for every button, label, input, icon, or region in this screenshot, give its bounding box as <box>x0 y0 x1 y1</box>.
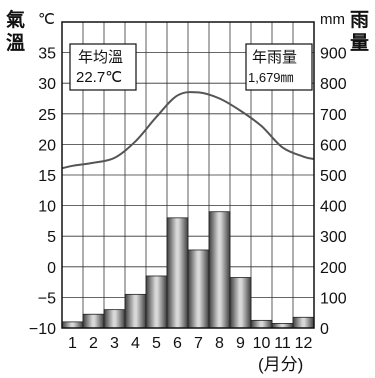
rain-tick-labels: 900 800 700 600 500 400 300 200 100 0 <box>320 46 347 338</box>
month-tick-label: 2 <box>89 335 98 352</box>
annual-rain-title: 年雨量 <box>252 48 297 66</box>
rainfall-bar <box>145 275 168 329</box>
month-tick-label: 8 <box>215 335 224 352</box>
x-unit-label: (月分) <box>258 355 303 374</box>
rainfall-bar <box>229 277 252 329</box>
temp-tick-labels: 35 30 25 20 15 10 5 0 −5 −10 <box>29 46 56 338</box>
month-tick-labels: 1 2 3 4 5 6 7 8 9 10 11 12 <box>68 335 312 352</box>
annual-rain-value: 1,679㎜ <box>248 70 294 85</box>
rain-axis-title-char-2: 量 <box>350 32 369 54</box>
temp-tick-label: 20 <box>38 137 56 154</box>
temperature-line-group <box>61 91 315 170</box>
month-tick-label: 4 <box>131 335 140 352</box>
rain-unit-label: mm <box>320 11 345 28</box>
rain-tick-label: 600 <box>320 137 347 154</box>
rain-tick-label: 0 <box>320 321 329 338</box>
annual-rain-box: 年雨量 1,679㎜ <box>245 43 313 91</box>
annual-temp-value: 22.7℃ <box>76 69 122 86</box>
temp-tick-label: 10 <box>38 199 56 216</box>
temp-tick-label: 25 <box>38 107 56 124</box>
temp-tick-label: −5 <box>38 290 56 307</box>
temp-tick-label: 15 <box>38 168 56 185</box>
rainfall-bars <box>61 211 315 329</box>
temp-tick-label: 0 <box>47 260 56 277</box>
temp-axis-title-char-1: 氣 <box>6 8 25 31</box>
month-tick-label: 9 <box>236 335 245 352</box>
month-tick-label: 5 <box>152 335 161 352</box>
annual-temp-box: 年均溫 22.7℃ <box>69 43 137 91</box>
temp-tick-label: 30 <box>38 76 56 93</box>
rainfall-bar <box>124 293 147 329</box>
rainfall-bar <box>187 249 210 329</box>
rain-axis-title-char-1: 雨 <box>350 9 369 31</box>
month-tick-label: 10 <box>253 335 271 352</box>
month-tick-label: 11 <box>274 335 291 352</box>
temp-unit-label: ℃ <box>38 11 55 28</box>
rainfall-bar <box>208 211 231 329</box>
rain-tick-label: 700 <box>320 107 347 124</box>
month-tick-label: 1 <box>68 335 77 352</box>
rain-tick-label: 100 <box>320 290 347 307</box>
temp-axis-title-char-2: 溫 <box>6 31 25 54</box>
rainfall-bar <box>292 316 315 329</box>
temperature-line <box>61 91 315 170</box>
rainfall-bar <box>166 217 189 329</box>
rain-tick-label: 300 <box>320 229 347 246</box>
rain-tick-label: 200 <box>320 260 347 277</box>
plot-border <box>61 21 315 329</box>
rainfall-bar <box>250 319 273 329</box>
rain-tick-label: 800 <box>320 76 347 93</box>
month-tick-label: 7 <box>194 335 203 352</box>
rainfall-bar <box>103 309 126 329</box>
rainfall-bar <box>61 321 84 329</box>
annual-temp-title: 年均溫 <box>78 48 123 66</box>
month-tick-label: 12 <box>295 335 313 352</box>
month-tick-label: 6 <box>173 335 182 352</box>
plot-frame <box>61 21 315 329</box>
rain-tick-label: 900 <box>320 46 347 63</box>
temp-tick-label: 35 <box>38 46 56 63</box>
month-tick-label: 3 <box>110 335 119 352</box>
rain-tick-label: 500 <box>320 168 347 185</box>
rainfall-bar <box>82 313 105 329</box>
rain-tick-label: 400 <box>320 199 347 216</box>
temp-tick-label: −10 <box>29 321 56 338</box>
temp-tick-label: 5 <box>47 229 56 246</box>
